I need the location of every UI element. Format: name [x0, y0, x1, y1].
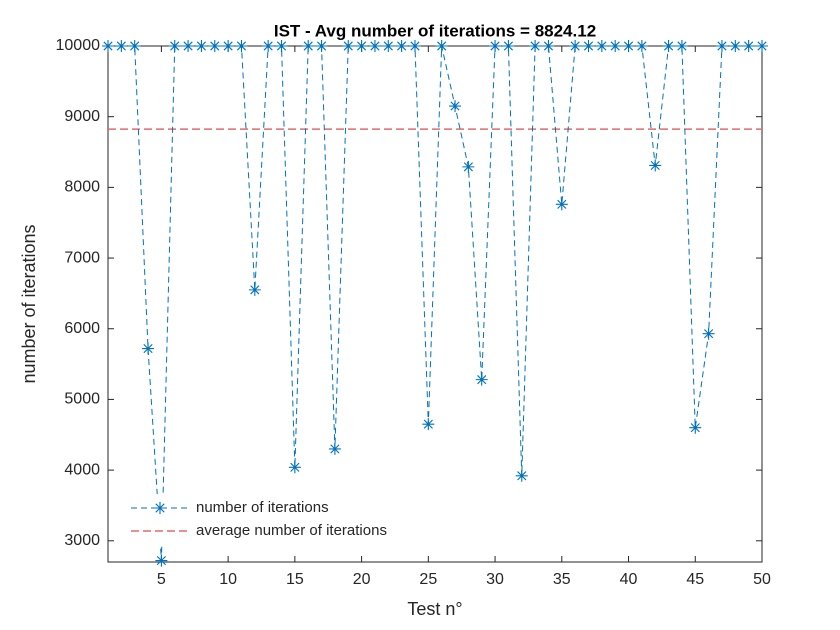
marker — [408, 40, 421, 52]
marker — [542, 40, 555, 52]
marker — [342, 40, 355, 52]
marker — [208, 40, 221, 52]
marker — [729, 40, 742, 52]
y-tick-label: 9000 — [64, 108, 100, 125]
marker — [142, 342, 155, 355]
x-tick-label: 20 — [353, 571, 371, 588]
marker — [315, 40, 328, 52]
y-tick-label: 4000 — [64, 461, 100, 478]
marker — [675, 40, 688, 52]
marker — [622, 40, 635, 52]
marker — [582, 40, 595, 52]
marker — [595, 40, 608, 52]
marker — [569, 40, 582, 52]
marker — [609, 40, 622, 52]
marker — [328, 442, 341, 455]
x-tick-label: 10 — [219, 571, 237, 588]
legend-label: average number of iterations — [196, 522, 387, 539]
legend-marker — [154, 502, 166, 514]
marker — [235, 40, 248, 52]
y-tick-label: 7000 — [64, 249, 100, 266]
series-line — [108, 45, 762, 561]
marker — [248, 283, 261, 296]
marker — [435, 40, 448, 52]
marker — [502, 40, 515, 52]
legend-label: number of iterations — [196, 499, 329, 516]
x-tick-label: 40 — [620, 571, 638, 588]
x-axis-label: Test n° — [407, 599, 462, 619]
marker — [288, 461, 301, 474]
marker — [689, 421, 702, 434]
x-tick-label: 35 — [553, 571, 571, 588]
x-tick-label: 30 — [486, 571, 504, 588]
marker — [649, 159, 662, 172]
marker — [222, 40, 235, 52]
marker — [102, 40, 114, 52]
marker — [382, 40, 395, 52]
marker — [662, 40, 675, 52]
marker — [155, 554, 168, 567]
marker — [355, 40, 368, 52]
marker — [168, 40, 181, 52]
x-tick-label: 15 — [286, 571, 304, 588]
marker — [742, 40, 755, 52]
y-tick-label: 6000 — [64, 320, 100, 337]
y-tick-label: 10000 — [56, 37, 101, 54]
plot-area — [107, 45, 763, 563]
x-tick-label: 25 — [419, 571, 437, 588]
marker — [262, 40, 275, 52]
marker — [756, 40, 768, 52]
marker — [449, 100, 462, 113]
x-tick-label: 50 — [753, 571, 771, 588]
marker — [302, 40, 315, 52]
marker — [489, 40, 502, 52]
marker — [702, 327, 715, 340]
marker — [182, 40, 195, 52]
legend-box — [126, 494, 431, 546]
y-tick-label: 5000 — [64, 391, 100, 408]
marker — [529, 40, 542, 52]
marker — [475, 373, 488, 386]
marker — [275, 40, 288, 52]
marker — [422, 418, 435, 431]
marker — [115, 40, 128, 52]
marker — [715, 40, 728, 52]
y-tick-label: 3000 — [64, 532, 100, 549]
x-tick-label: 5 — [157, 571, 166, 588]
marker — [635, 40, 648, 52]
marker — [515, 469, 528, 482]
marker — [395, 40, 408, 52]
marker — [555, 198, 568, 211]
y-axis-label: number of iterations — [19, 224, 39, 383]
y-tick-label: 8000 — [64, 179, 100, 196]
x-tick-label: 45 — [686, 571, 704, 588]
chart-title: IST - Avg number of iterations = 8824.12 — [274, 21, 596, 40]
marker — [462, 160, 475, 173]
marker — [368, 40, 381, 52]
marker — [195, 40, 208, 52]
marker — [128, 40, 141, 52]
